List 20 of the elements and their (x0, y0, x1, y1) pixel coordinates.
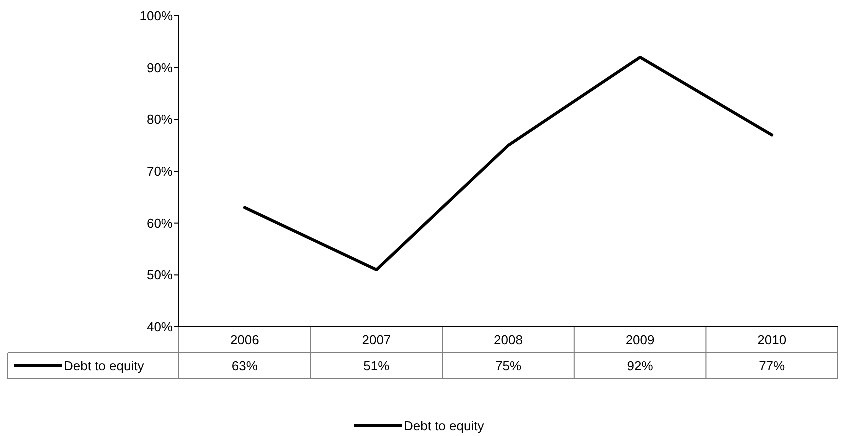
data-label: 51% (364, 358, 390, 374)
y-tick-label: 40% (146, 320, 174, 335)
x-tick-label: 2008 (494, 332, 523, 348)
text: Debt to equity (404, 418, 484, 434)
data-label: 77% (759, 358, 786, 374)
x-tick-label: 2007 (362, 332, 392, 348)
data-label: 75% (495, 358, 522, 374)
x-tick-label: 2010 (758, 332, 787, 348)
data-label: 92% (627, 358, 654, 374)
y-tick-label: 90% (146, 60, 174, 76)
x-tick-label: 2006 (230, 332, 260, 348)
y-tick-label: 60% (146, 216, 174, 231)
line-series (243, 56, 774, 272)
data-label: 63% (232, 358, 258, 374)
y-tick-label: 50% (146, 268, 174, 283)
x-tick-label: 2009 (626, 332, 655, 348)
legend-label: Debt to equity (64, 358, 145, 374)
y-tick-label: 100% (140, 8, 174, 24)
y-tick-label: 80% (146, 112, 174, 128)
y-tick-label: 70% (146, 164, 174, 180)
